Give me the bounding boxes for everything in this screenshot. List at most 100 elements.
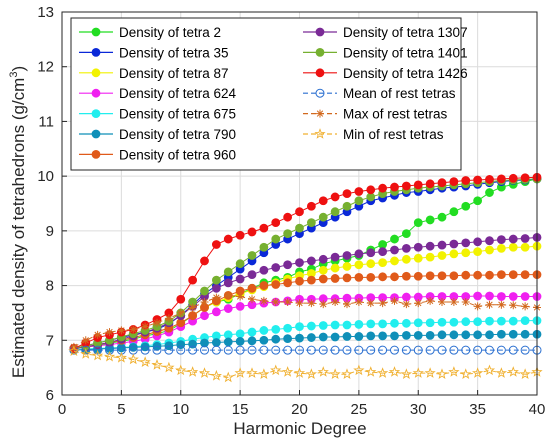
series-line (73, 320, 537, 351)
data-point (330, 345, 340, 355)
legend-marker (315, 68, 325, 78)
data-point (175, 364, 187, 376)
data-point (436, 368, 448, 379)
data-point (164, 314, 173, 323)
data-point (330, 332, 340, 342)
data-point (235, 301, 245, 311)
data-point (318, 321, 328, 330)
legend-item: Density of tetra 675 (79, 107, 236, 122)
data-point (449, 249, 459, 259)
data-point (366, 185, 376, 195)
data-point (401, 181, 411, 191)
legend-marker (91, 48, 101, 57)
data-point (331, 297, 340, 306)
data-point (437, 178, 447, 188)
data-point (390, 331, 399, 341)
data-point (80, 348, 92, 359)
data-point (424, 367, 436, 378)
data-point (306, 256, 316, 266)
data-point (485, 291, 494, 301)
data-point (330, 274, 340, 283)
data-point (188, 311, 198, 321)
data-point (496, 345, 506, 355)
data-point (295, 322, 304, 332)
y-tick-label: 9 (46, 223, 54, 240)
legend-marker (91, 88, 101, 98)
x-tick-label: 40 (529, 401, 546, 418)
data-point (247, 283, 257, 293)
data-point (508, 270, 518, 280)
data-point (508, 345, 518, 355)
x-tick-label: 30 (410, 401, 427, 418)
data-point (376, 367, 389, 378)
data-point (271, 334, 281, 344)
legend-item: Density of tetra 1401 (303, 45, 468, 60)
data-point (234, 367, 246, 378)
data-point (425, 318, 435, 328)
data-point (509, 301, 518, 310)
data-point (520, 329, 530, 339)
data-point (485, 175, 494, 184)
data-point (496, 329, 506, 339)
data-point (210, 369, 222, 381)
data-point (342, 320, 352, 330)
legend-label: Density of tetra 1307 (343, 25, 468, 40)
data-point (283, 278, 293, 288)
data-point (318, 345, 328, 355)
y-axis-label-main: Estimated density of tetrahedrons (g/cm (9, 78, 28, 378)
data-point (319, 300, 328, 309)
y-axis-label: Estimated density of tetrahedrons (g/cm3… (8, 66, 28, 378)
data-point (81, 336, 90, 345)
y-tick-label: 13 (37, 4, 54, 21)
data-point (508, 173, 518, 183)
data-point (496, 174, 506, 184)
data-point (461, 238, 471, 248)
x-tick-label: 20 (291, 401, 308, 418)
data-point (317, 366, 329, 377)
y-tick-label: 6 (46, 387, 54, 404)
data-point (282, 366, 294, 377)
data-point (508, 316, 518, 326)
data-point (259, 242, 269, 252)
legend-label: Density of tetra 87 (119, 66, 229, 81)
data-point (390, 256, 399, 266)
legend-item: Density of tetra 1426 (303, 66, 468, 81)
data-point (236, 292, 245, 301)
data-point (413, 345, 423, 355)
data-point (343, 300, 351, 309)
data-point (413, 242, 423, 252)
data-point (366, 272, 376, 282)
data-point (426, 296, 435, 305)
data-point (211, 275, 221, 285)
data-point (200, 311, 209, 321)
data-point (91, 349, 104, 361)
legend-label: Max of rest tetras (343, 107, 448, 122)
data-point (378, 183, 388, 193)
data-point (212, 293, 221, 302)
legend-label: Density of tetra 790 (119, 127, 236, 142)
data-point (164, 345, 174, 355)
data-point (354, 260, 364, 270)
data-point (413, 318, 423, 328)
legend-item: Max of rest tetras (303, 107, 448, 122)
data-point (295, 207, 304, 217)
legend-label: Density of tetra 1426 (343, 66, 468, 81)
data-point (271, 297, 280, 306)
data-point (437, 317, 447, 327)
data-point (473, 345, 483, 355)
data-point (366, 345, 376, 355)
data-point (306, 333, 316, 342)
data-point (437, 345, 447, 355)
data-point (306, 321, 316, 331)
data-point (520, 292, 530, 301)
data-point (520, 345, 530, 355)
data-point (354, 320, 364, 329)
data-point (425, 252, 435, 262)
data-point (152, 345, 162, 355)
legend-item: Min of rest tetras (303, 127, 444, 142)
data-point (378, 331, 388, 341)
data-point (425, 345, 435, 355)
data-point (330, 192, 340, 202)
data-point (449, 271, 459, 281)
